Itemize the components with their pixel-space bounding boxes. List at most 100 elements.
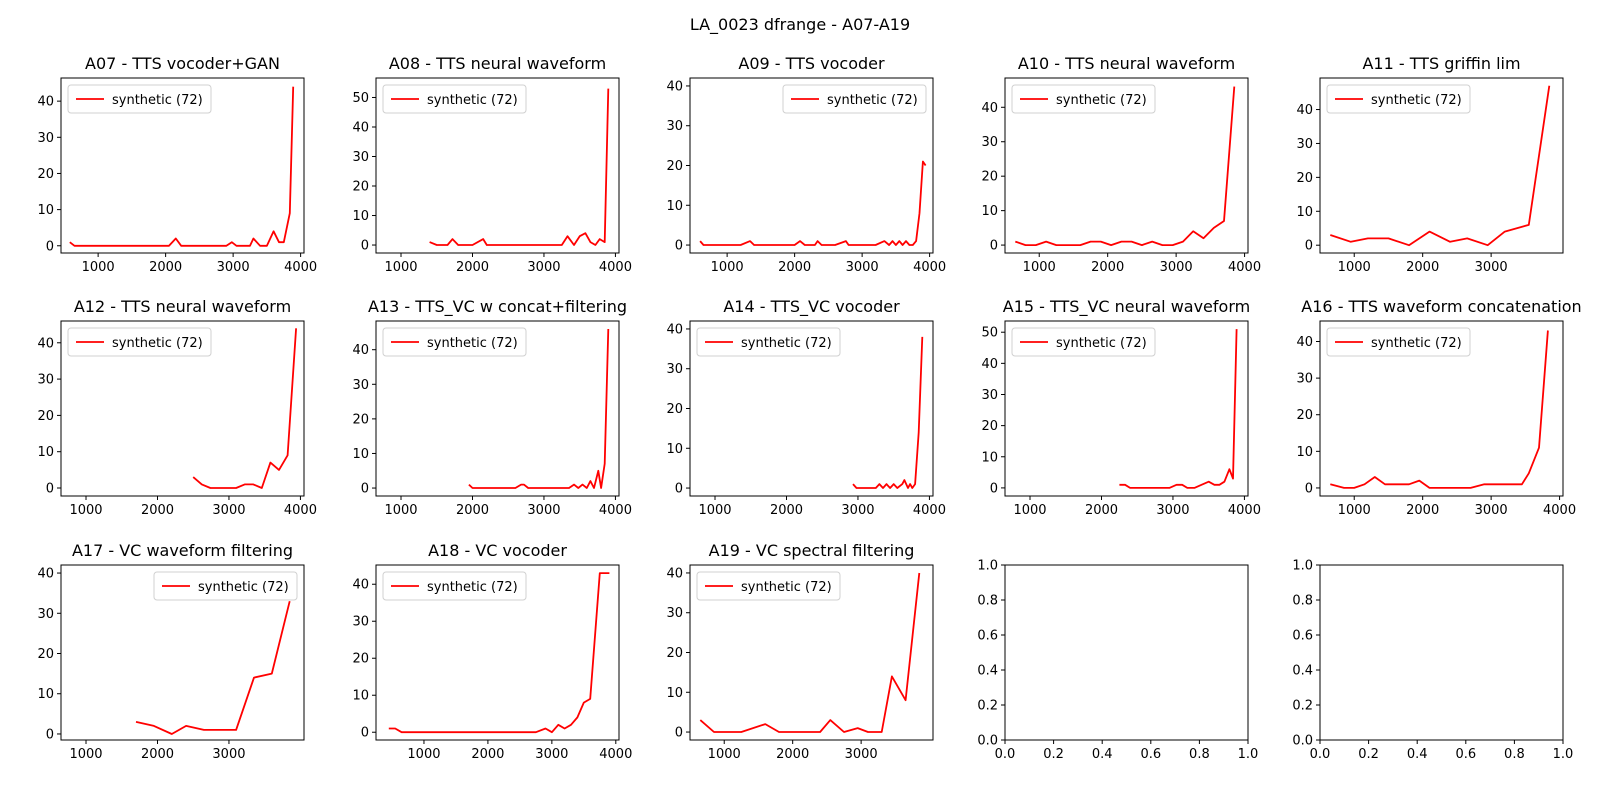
subplot-title: A17 - VC waveform filtering [72,541,293,560]
x-tick-label: 1000 [82,260,115,275]
y-tick-label: 10 [1296,445,1313,460]
x-tick-label: 2000 [141,747,174,762]
y-tick-label: 20 [1296,408,1313,423]
x-tick-label: 3000 [212,503,245,518]
y-tick-label: 30 [981,388,998,403]
x-tick-label: 4000 [1228,260,1261,275]
y-tick-label: 10 [37,687,54,702]
y-tick-label: 20 [352,412,369,427]
legend-label: synthetic (72) [112,93,203,108]
x-tick-label: 1000 [698,503,731,518]
legend: synthetic (72) [1011,327,1156,357]
subplot-15: 0.0 0.2 0.4 0.6 0.8 1.0 0.0 0.2 0.4 0.6 0.8 1.0 [1292,559,1573,763]
legend: synthetic (72) [1326,84,1471,114]
subplot-3: A09 - TTS vocoder 1000 2000 3000 4000 0 10 20 30… [666,54,946,275]
axes-frame [375,564,620,741]
x-tick-label: 4000 [913,260,946,275]
y-tick-label: 20 [352,180,369,195]
y-tick-label: 0.8 [1292,594,1313,609]
x-tick-label: 1000 [1013,503,1046,518]
y-tick-label: 30 [37,373,54,388]
y-tick-label: 10 [37,203,54,218]
x-tick-label: 3000 [527,503,560,518]
axes-frame [1004,77,1249,254]
legend-label: synthetic (72) [1371,93,1462,108]
y-tick-label: 40 [1296,335,1313,350]
legend-label: synthetic (72) [1056,336,1147,351]
y-tick-label: 30 [981,135,998,150]
y-tick-label: 40 [1296,103,1313,118]
legend: synthetic (72) [382,84,527,114]
y-tick-label: 0.4 [1292,664,1313,679]
subplot-title: A10 - TTS neural waveform [1018,54,1235,73]
subplot-title: A09 - TTS vocoder [738,54,885,73]
legend-box [1326,84,1471,114]
subplot-12: A18 - VC vocoder 1000 2000 3000 4000 0 10 20 30 4… [352,541,632,762]
x-tick-label: 2000 [1091,260,1124,275]
y-tick-label: 40 [352,578,369,593]
legend-box [153,571,298,601]
subplot-title: A11 - TTS griffin lim [1362,54,1520,73]
figure-title: LA_0023 dfrange - A07-A19 [690,15,910,35]
legend-label: synthetic (72) [741,580,832,595]
legend-label: synthetic (72) [1056,93,1147,108]
legend: synthetic (72) [696,327,841,357]
y-tick-label: 10 [352,689,369,704]
legend-label: synthetic (72) [112,336,203,351]
series-line [699,160,927,246]
x-tick-label: 3000 [527,260,560,275]
x-tick-label: 0.0 [1310,747,1331,762]
x-tick-label: 2000 [776,747,809,762]
y-tick-label: 0.4 [977,664,998,679]
x-tick-label: 0.6 [1140,747,1161,762]
x-tick-label: 2000 [1406,260,1439,275]
y-tick-label: 0.2 [1292,699,1313,714]
legend: synthetic (72) [1326,327,1471,357]
legend-box [696,327,841,357]
legend-label: synthetic (72) [1371,336,1462,351]
x-tick-label: 3000 [1156,503,1189,518]
legend-box [382,571,527,601]
x-tick-label: 3000 [1160,260,1193,275]
legend-box [382,327,527,357]
x-tick-label: 3000 [217,260,250,275]
legend: synthetic (72) [67,327,212,357]
y-tick-label: 40 [666,322,683,337]
series-line [1015,86,1236,247]
y-tick-label: 20 [666,646,683,661]
legend-label: synthetic (72) [427,580,518,595]
legend-box [782,84,927,114]
y-tick-label: 0.6 [1292,629,1313,644]
legend-box [67,327,212,357]
series-line [468,328,610,489]
subplot-14: 0.0 0.2 0.4 0.6 0.8 1.0 0.0 0.2 0.4 0.6 0.8 1.0 [977,559,1258,763]
x-tick-label: 1000 [384,260,417,275]
y-tick-label: 0 [675,482,683,497]
x-tick-label: 0.0 [995,747,1016,762]
y-tick-label: 30 [352,150,369,165]
legend-label: synthetic (72) [741,336,832,351]
y-tick-label: 40 [352,120,369,135]
y-tick-label: 30 [666,606,683,621]
subplot-title: A19 - VC spectral filtering [709,541,915,560]
y-tick-label: 20 [37,409,54,424]
y-tick-label: 0.8 [977,594,998,609]
y-tick-label: 10 [981,204,998,219]
series-line [852,336,924,489]
legend: synthetic (72) [782,84,927,114]
x-tick-label: 3000 [841,503,874,518]
subplot-10: A16 - TTS waveform concatenation 1000 2000… [1296,297,1581,518]
subplot-8: A14 - TTS_VC vocoder 1000 2000 3000 4000 0 10 2… [666,297,946,518]
y-tick-label: 0 [990,481,998,496]
x-tick-label: 1.0 [1553,747,1574,762]
y-tick-label: 50 [352,91,369,106]
x-tick-label: 2000 [471,747,504,762]
x-tick-label: 3000 [535,747,568,762]
series-line [388,572,610,734]
subplot-1: A07 - TTS vocoder+GAN 1000 2000 3000 4000 0 10… [37,54,317,275]
y-tick-label: 40 [37,95,54,110]
x-tick-label: 1000 [407,747,440,762]
axes-frame [1004,320,1249,497]
series-line [1330,85,1551,247]
